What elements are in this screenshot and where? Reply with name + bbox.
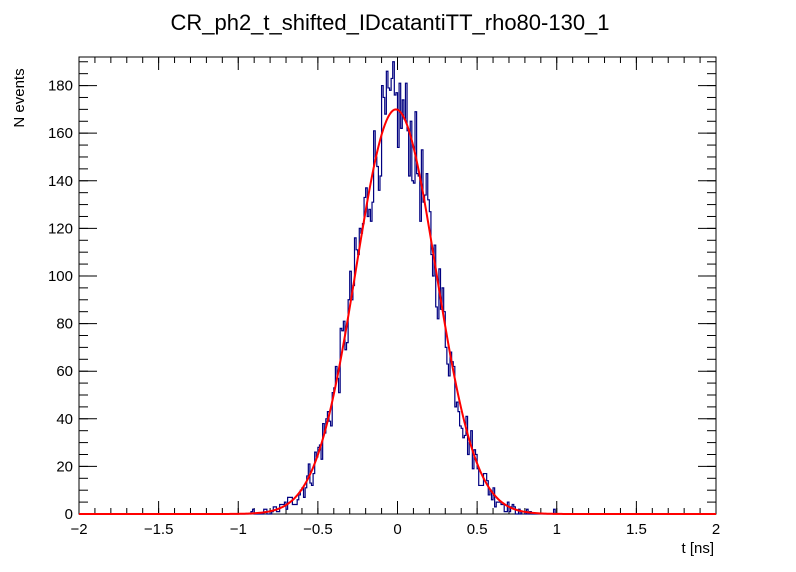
x-tick-label: 2: [712, 521, 720, 538]
x-tick-label: 0.5: [467, 521, 488, 538]
histogram-series: [79, 61, 716, 515]
y-tick-label: 120: [48, 220, 73, 237]
x-tick-label: 1.5: [626, 521, 647, 538]
y-tick-label: 100: [48, 268, 73, 285]
y-tick-label: 60: [56, 363, 73, 380]
fit-curve: [79, 108, 716, 515]
x-tick-label: −2: [70, 521, 87, 538]
histogram-layer: [79, 61, 716, 515]
y-tick-label: 80: [56, 316, 73, 333]
x-tick-label: −0.5: [303, 521, 333, 538]
y-tick-label: 40: [56, 411, 73, 428]
x-axis-label: t [ns]: [681, 540, 714, 557]
y-tick-label: 140: [48, 173, 73, 190]
y-tick-label: 20: [56, 458, 73, 475]
x-tick-label: 0: [393, 521, 401, 538]
y-tick-label: 160: [48, 125, 73, 142]
x-axis: −2 −1.5 −1 −0.5 0 0.5 1 1.5 2: [70, 57, 720, 538]
x-tick-label: −1.5: [144, 521, 174, 538]
y-tick-label: 0: [65, 506, 73, 523]
x-tick-label: 1: [553, 521, 561, 538]
chart-title: CR_ph2_t_shifted_IDcatantiTT_rho80-130_1: [170, 10, 609, 35]
y-axis-label: N events: [11, 68, 28, 127]
fit-layer: [79, 108, 716, 515]
x-tick-label: −1: [230, 521, 247, 538]
y-tick-label: 180: [48, 78, 73, 95]
